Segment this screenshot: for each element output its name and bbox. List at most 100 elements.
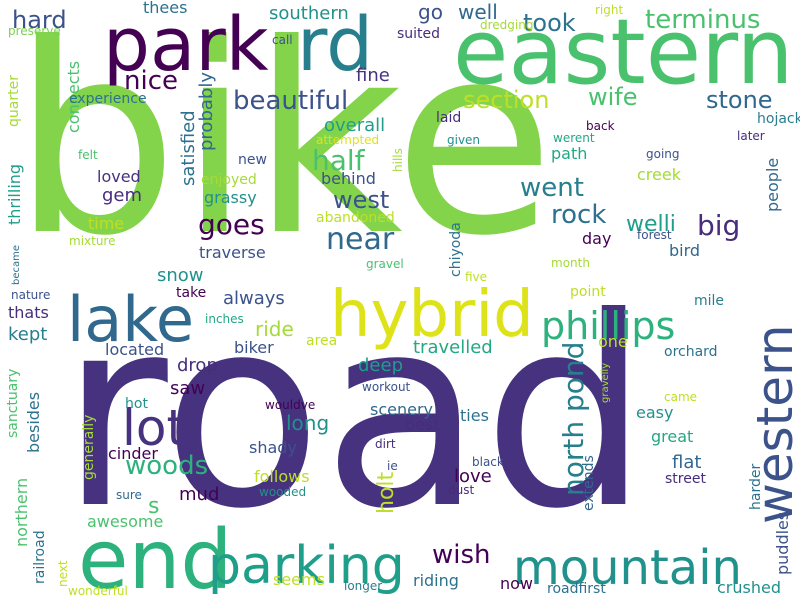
word-crushed: crushed — [717, 578, 781, 597]
word-werent: werent — [553, 131, 595, 145]
word-cinder: cinder — [108, 444, 158, 463]
word-behind: behind — [321, 169, 376, 188]
word-sanctuary: sanctuary — [5, 368, 21, 438]
word-kept: kept — [8, 324, 48, 345]
word-well: well — [458, 0, 498, 24]
word-biker: biker — [234, 338, 274, 357]
word-harder: harder — [748, 463, 764, 510]
word-near: near — [326, 222, 395, 257]
word-hills: hills — [391, 148, 405, 172]
word-black: black — [472, 455, 504, 469]
word-mud: mud — [179, 484, 220, 505]
word-hojack: hojack — [757, 111, 800, 127]
word-park: park — [103, 2, 269, 88]
word-goes: goes — [198, 208, 265, 241]
word-puddles: puddles — [773, 511, 792, 575]
word-given: given — [447, 133, 481, 147]
word-take: take — [176, 285, 207, 301]
word-holt: holt — [374, 471, 399, 514]
word-saw: saw — [170, 378, 206, 399]
word-wooded: wooded — [259, 485, 307, 499]
word-travelled: travelled — [413, 337, 493, 358]
word-great: great — [651, 427, 694, 446]
word-came: came — [664, 390, 698, 404]
word-rd: rd — [297, 2, 374, 88]
word-point: point — [570, 284, 606, 300]
word-follows: follows — [254, 467, 310, 486]
word-traverse: traverse — [199, 243, 266, 262]
word-ie: ie — [387, 459, 398, 473]
word-hybrid: hybrid — [330, 278, 534, 352]
word-drop: drop — [177, 355, 218, 376]
word-one: one — [598, 332, 628, 351]
word-always: always — [223, 288, 285, 309]
word-gravel: gravel — [366, 257, 404, 271]
word-half: half — [312, 144, 365, 177]
word-people: people — [763, 157, 782, 212]
word-time: time — [88, 214, 125, 233]
word-forest: forest — [637, 228, 672, 242]
word-area: area — [306, 333, 338, 349]
word-bird: bird — [669, 241, 701, 260]
word-ride: ride — [255, 317, 294, 341]
word-dust: dust — [448, 483, 475, 497]
word-next: next — [56, 560, 70, 587]
word-experience: experience — [69, 91, 147, 107]
word-attempted: attempted — [316, 133, 380, 147]
word-parking: parking — [208, 536, 405, 596]
word-go: go — [418, 0, 443, 24]
word-later: later — [737, 129, 765, 143]
word-rock: rock — [551, 200, 607, 230]
word-mountain: mountain — [513, 540, 742, 596]
word-quarter: quarter — [6, 75, 22, 127]
word-located: located — [105, 340, 165, 359]
word-preserve: preserve — [8, 24, 61, 38]
word-chiyoda: chiyoda — [448, 222, 464, 277]
word-snow: snow — [157, 265, 204, 286]
word-now: now — [500, 574, 534, 593]
word-love: love — [454, 466, 492, 487]
word-took: took — [523, 9, 576, 37]
word-phillips: phillips — [541, 304, 676, 348]
word-woods: woods — [125, 451, 209, 481]
word-month: month — [551, 256, 590, 270]
word-gravelly: gravelly — [600, 362, 611, 403]
word-flat: flat — [672, 452, 702, 473]
word-thees: thees — [143, 0, 188, 17]
word-road: road — [60, 261, 650, 566]
word-bike: bike — [12, 0, 555, 293]
word-hard: hard — [12, 6, 67, 34]
word-fine: fine — [356, 65, 390, 86]
word-longer: longer — [344, 579, 383, 593]
word-dredging: dredging — [480, 18, 534, 32]
word-wife: wife — [588, 83, 638, 111]
word-inches: inches — [205, 312, 244, 326]
word-welli: welli — [626, 212, 676, 237]
word-laid: laid — [436, 110, 462, 126]
word-awesome: awesome — [87, 512, 164, 531]
word-going: going — [646, 147, 680, 161]
word-besides: besides — [24, 391, 43, 453]
word-seems: seems — [273, 570, 325, 589]
word-mile: mile — [694, 293, 725, 309]
word-s: s — [148, 494, 160, 519]
word-wonderful: wonderful — [68, 584, 128, 598]
word-suited: suited — [397, 26, 441, 42]
word-sure: sure — [116, 488, 142, 502]
word-west: west — [333, 186, 390, 214]
word-back: back — [586, 119, 615, 133]
word-terminus: terminus — [645, 5, 761, 35]
word-day: day — [582, 229, 612, 248]
word-southern: southern — [269, 3, 349, 24]
word-abandoned: abandoned — [316, 210, 395, 226]
word-big: big — [697, 209, 741, 242]
word-shady: shady — [249, 438, 297, 457]
word-mixture: mixture — [69, 234, 116, 248]
word-probably: probably — [196, 72, 217, 151]
word-gem: gem — [102, 185, 143, 206]
word-ties: ties — [460, 406, 489, 425]
word-nice: nice — [124, 66, 178, 96]
word-long: long — [286, 411, 330, 435]
word-dirt: dirt — [375, 437, 396, 451]
word-deep: deep — [358, 355, 403, 376]
